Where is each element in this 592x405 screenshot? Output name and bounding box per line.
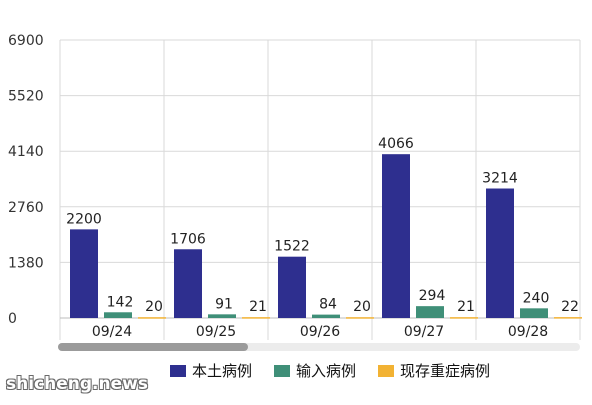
bar-label-s0-c2: 1522 (274, 239, 310, 255)
chart-scrollbar-thumb[interactable] (58, 343, 248, 351)
x-tick-label-1: 09/25 (196, 324, 236, 340)
y-tick-label-3: 4140 (8, 144, 44, 160)
bar-label-s0-c0: 2200 (66, 211, 102, 227)
y-axis-ticks: 0 1380 2760 4140 5520 6900 (8, 33, 44, 327)
legend-swatch-imported (274, 364, 291, 377)
bar-label-s1-c4: 240 (523, 290, 550, 306)
bar-s1-c0 (104, 312, 132, 318)
bar-label-s0-c4: 3214 (482, 171, 518, 187)
bar-label-s2-c0: 20 (145, 299, 163, 315)
legend-item-local: 本土病例 (170, 360, 252, 381)
bar-s2-c1 (242, 317, 270, 319)
y-tick-label-5: 6900 (8, 33, 44, 49)
bar-s0-c4 (486, 188, 514, 318)
legend: 本土病例 输入病例 现存重症病例 (170, 360, 490, 381)
x-tick-label-0: 09/24 (92, 324, 132, 340)
bar-s2-c2 (346, 317, 374, 319)
bar-s2-c0 (138, 317, 166, 319)
bar-label-s0-c1: 1706 (170, 231, 206, 247)
bar-label-s1-c1: 91 (215, 296, 233, 312)
y-tick-label-1: 1380 (8, 255, 44, 271)
bar-label-s1-c0: 142 (107, 294, 134, 310)
bars (70, 154, 582, 319)
legend-swatch-local (170, 364, 186, 377)
chart-scrollbar[interactable] (58, 343, 580, 351)
bar-label-s1-c3: 294 (419, 288, 446, 304)
bar-s0-c3 (382, 154, 410, 318)
bar-s2-c3 (450, 317, 478, 319)
bar-label-s2-c2: 20 (353, 299, 371, 315)
bar-s1-c4 (520, 308, 548, 318)
bar-s1-c1 (208, 314, 236, 318)
bar-labels: 2200 142 20 1706 91 21 1522 84 20 4066 294 21 3214 24… (66, 136, 579, 315)
legend-label-severe: 现存重症病例 (400, 362, 491, 380)
bar-label-s1-c2: 84 (319, 297, 337, 313)
y-tick-label-0: 0 (8, 311, 17, 327)
x-tick-label-4: 09/28 (508, 324, 548, 340)
y-tick-label-2: 2760 (8, 200, 44, 216)
legend-label-local: 本土病例 (192, 362, 253, 380)
bar-s2-c4 (554, 317, 582, 319)
bar-label-s2-c3: 21 (457, 299, 475, 315)
x-tick-label-3: 09/27 (404, 324, 444, 340)
x-axis-ticks: 09/24 09/25 09/26 09/27 09/28 (92, 324, 548, 340)
legend-item-severe: 现存重症病例 (378, 360, 490, 381)
legend-item-imported: 输入病例 (274, 360, 356, 381)
bar-label-s2-c1: 21 (249, 299, 267, 315)
bar-s1-c3 (416, 306, 444, 318)
legend-swatch-severe (378, 364, 395, 377)
bar-label-s0-c3: 4066 (378, 136, 414, 152)
bar-s0-c0 (70, 229, 98, 318)
watermark-text: shicheng.news (6, 374, 148, 394)
bar-s1-c2 (312, 314, 340, 318)
legend-label-imported: 输入病例 (296, 362, 357, 380)
bar-label-s2-c4: 22 (561, 299, 579, 315)
bar-s0-c2 (278, 256, 306, 318)
x-tick-label-2: 09/26 (300, 324, 340, 340)
y-tick-label-4: 5520 (8, 89, 44, 105)
bar-s0-c1 (174, 249, 202, 318)
